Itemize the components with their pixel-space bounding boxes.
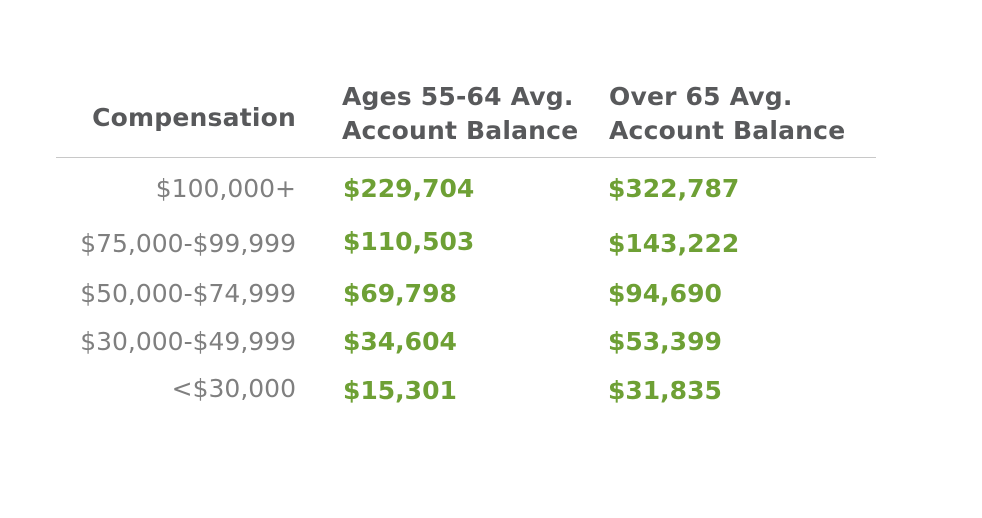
compensation-cell: $30,000-$49,999	[80, 327, 296, 356]
ages-55-64-value: $229,704	[343, 174, 475, 203]
header-over-65: Over 65 Avg. Account Balance	[609, 80, 845, 148]
header-compensation: Compensation	[56, 101, 296, 135]
header-ages-55-64-line-2: Account Balance	[342, 116, 579, 145]
ages-55-64-value: $69,798	[343, 279, 457, 308]
header-compensation-line-1: Compensation	[92, 103, 296, 132]
table-row: $100,000+ $229,704 $322,787	[0, 172, 982, 206]
compensation-cell: <$30,000	[171, 374, 296, 403]
compensation-cell: $50,000-$74,999	[80, 279, 296, 308]
header-ages-55-64: Ages 55-64 Avg. Account Balance	[342, 80, 578, 148]
over-65-value: $53,399	[608, 327, 722, 356]
header-divider	[56, 157, 876, 158]
table-row: $75,000-$99,999 $110,503 $143,222	[0, 226, 982, 260]
compensation-cell: $75,000-$99,999	[80, 229, 296, 258]
ages-55-64-value: $34,604	[343, 327, 457, 356]
over-65-value: $322,787	[608, 174, 740, 203]
header-ages-55-64-line-1: Ages 55-64 Avg.	[342, 82, 574, 111]
table-row: <$30,000 $15,301 $31,835	[0, 374, 982, 408]
ages-55-64-value: $15,301	[343, 376, 457, 405]
over-65-value: $143,222	[608, 229, 740, 258]
over-65-value: $31,835	[608, 376, 722, 405]
table-row: $50,000-$74,999 $69,798 $94,690	[0, 277, 982, 311]
header-over-65-line-2: Account Balance	[609, 116, 846, 145]
ages-55-64-value: $110,503	[343, 227, 475, 256]
header-over-65-line-1: Over 65 Avg.	[609, 82, 793, 111]
over-65-value: $94,690	[608, 279, 722, 308]
table-row: $30,000-$49,999 $34,604 $53,399	[0, 325, 982, 359]
compensation-cell: $100,000+	[155, 174, 296, 203]
